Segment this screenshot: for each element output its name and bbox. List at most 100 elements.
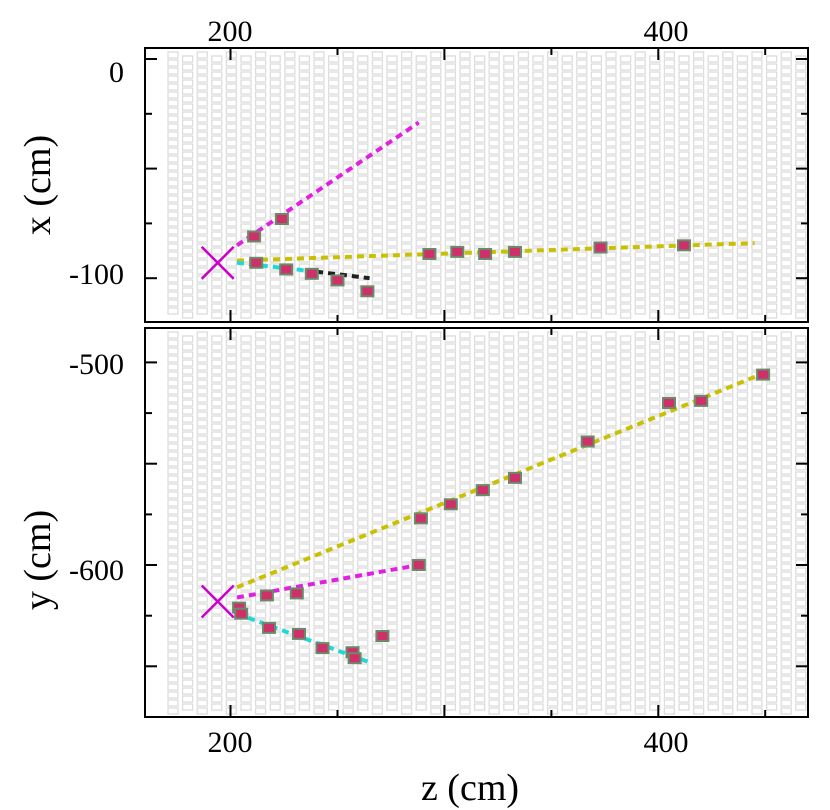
top-detector-cell bbox=[415, 279, 427, 287]
bottom-detector-cell bbox=[488, 371, 500, 379]
bottom-detector-cell bbox=[415, 351, 427, 359]
top-detector-cell bbox=[444, 191, 457, 199]
top-detector-cell bbox=[546, 299, 559, 307]
bottom-detector-cell bbox=[649, 591, 661, 599]
top-detector-column bbox=[386, 55, 398, 319]
top-detector-cell bbox=[765, 311, 778, 319]
top-detector-cell bbox=[284, 107, 296, 115]
top-detector-cell bbox=[386, 231, 398, 239]
top-detector-cell bbox=[386, 119, 398, 127]
top-detector-cell bbox=[663, 139, 676, 147]
bottom-detector-cell bbox=[692, 563, 705, 571]
top-detector-cell bbox=[722, 163, 734, 171]
bottom-detector-cell bbox=[211, 703, 223, 711]
top-detector-cell bbox=[196, 163, 208, 171]
bottom-detector-cell bbox=[561, 519, 573, 527]
bottom-detector-cell bbox=[357, 575, 369, 583]
bottom-detector-cell bbox=[692, 491, 705, 499]
bottom-detector-cell bbox=[576, 483, 588, 491]
top-detector-cell bbox=[590, 255, 603, 263]
bottom-detector-cell bbox=[313, 435, 325, 443]
bottom-detector-cell bbox=[503, 503, 515, 511]
bottom-detector-cell bbox=[196, 659, 208, 667]
top-detector-cell bbox=[517, 163, 530, 171]
bottom-detector-cell bbox=[707, 551, 719, 559]
top-detector-cell bbox=[634, 83, 646, 91]
bottom-detector-cell bbox=[561, 679, 573, 687]
top-detector-cell bbox=[313, 155, 325, 163]
bottom-detector-cell bbox=[532, 575, 544, 583]
bottom-detector-cell bbox=[707, 663, 719, 671]
bottom-detector-cell bbox=[722, 555, 734, 563]
top-detector-cell bbox=[327, 95, 340, 103]
bottom-detector-cell bbox=[240, 463, 252, 471]
top-detector-cell bbox=[254, 123, 267, 131]
bottom-detector-cell bbox=[736, 551, 749, 559]
top-detector-cell bbox=[313, 171, 325, 179]
bottom-detector-cell bbox=[269, 679, 281, 687]
bottom-detector-cell bbox=[546, 395, 559, 403]
top-detector-cell bbox=[503, 151, 515, 159]
top-detector-cell bbox=[576, 147, 588, 155]
top-detector-cell bbox=[707, 207, 719, 215]
top-yellow-track bbox=[236, 241, 755, 263]
bottom-detector-cell bbox=[649, 567, 661, 575]
top-detector-cell bbox=[546, 235, 559, 243]
top-detector-cell bbox=[678, 295, 690, 303]
top-detector-cell bbox=[240, 143, 252, 151]
top-detector-cell bbox=[736, 127, 749, 135]
bottom-detector-cell bbox=[415, 391, 427, 399]
bottom-detector-cell bbox=[284, 611, 296, 619]
bottom-detector-cell bbox=[415, 615, 427, 623]
top-detector-cell bbox=[211, 159, 223, 167]
top-detector-cell bbox=[532, 311, 544, 319]
top-detector-cell bbox=[254, 283, 267, 291]
bottom-detector-cell bbox=[400, 371, 413, 379]
top-detector-cell bbox=[196, 235, 208, 243]
top-detector-cell bbox=[269, 119, 281, 127]
bottom-detector-cell bbox=[546, 547, 559, 555]
top-detector-cell bbox=[736, 263, 749, 271]
top-detector-cell bbox=[532, 55, 544, 63]
bottom-detector-cell bbox=[357, 623, 369, 631]
bottom-detector-cell bbox=[751, 539, 763, 547]
bottom-detector-cell bbox=[254, 355, 267, 363]
top-detector-cell bbox=[692, 235, 705, 243]
bottom-detector-cell bbox=[298, 479, 311, 487]
bottom-detector-cell bbox=[619, 511, 632, 519]
top-detector-cell bbox=[254, 171, 267, 179]
bottom-detector-cell bbox=[327, 399, 340, 407]
bottom-detector-column bbox=[342, 331, 354, 715]
top-detector-cell bbox=[503, 231, 515, 239]
bottom-detector-cell bbox=[400, 451, 413, 459]
bottom-detector-cell bbox=[211, 519, 223, 527]
bottom-detector-cell bbox=[269, 391, 281, 399]
bottom-detector-cell bbox=[444, 695, 457, 703]
bottom-detector-cell bbox=[707, 607, 719, 615]
bottom-detector-cell bbox=[765, 383, 778, 391]
top-detector-cell bbox=[605, 203, 617, 211]
top-detector-cell bbox=[181, 183, 194, 191]
bottom-detector-cell bbox=[371, 339, 384, 347]
bottom-detector-cell bbox=[561, 583, 573, 591]
bottom-detector-cell bbox=[692, 515, 705, 523]
top-detector-cell bbox=[678, 143, 690, 151]
top-detector-cell bbox=[649, 191, 661, 199]
bottom-detector-cell bbox=[196, 363, 208, 371]
top-detector-cell bbox=[298, 239, 311, 247]
top-detector-cell bbox=[211, 63, 223, 71]
top-detector-cell bbox=[211, 55, 223, 63]
top-detector-cell bbox=[619, 303, 632, 311]
bottom-detector-cell bbox=[736, 359, 749, 367]
top-detector-cell bbox=[473, 143, 486, 151]
bottom-detector-cell bbox=[386, 447, 398, 455]
bottom-detector-cell bbox=[313, 531, 325, 539]
bottom-detector-cell bbox=[649, 703, 661, 711]
top-detector-cell bbox=[780, 107, 792, 115]
top-detector-cell bbox=[211, 271, 223, 279]
top-detector-cell bbox=[327, 79, 340, 87]
bottom-detector-cell bbox=[269, 551, 281, 559]
bottom-detector-cell bbox=[722, 635, 734, 643]
bottom-detector-cell bbox=[269, 575, 281, 583]
bottom-detector-cell bbox=[400, 579, 413, 587]
